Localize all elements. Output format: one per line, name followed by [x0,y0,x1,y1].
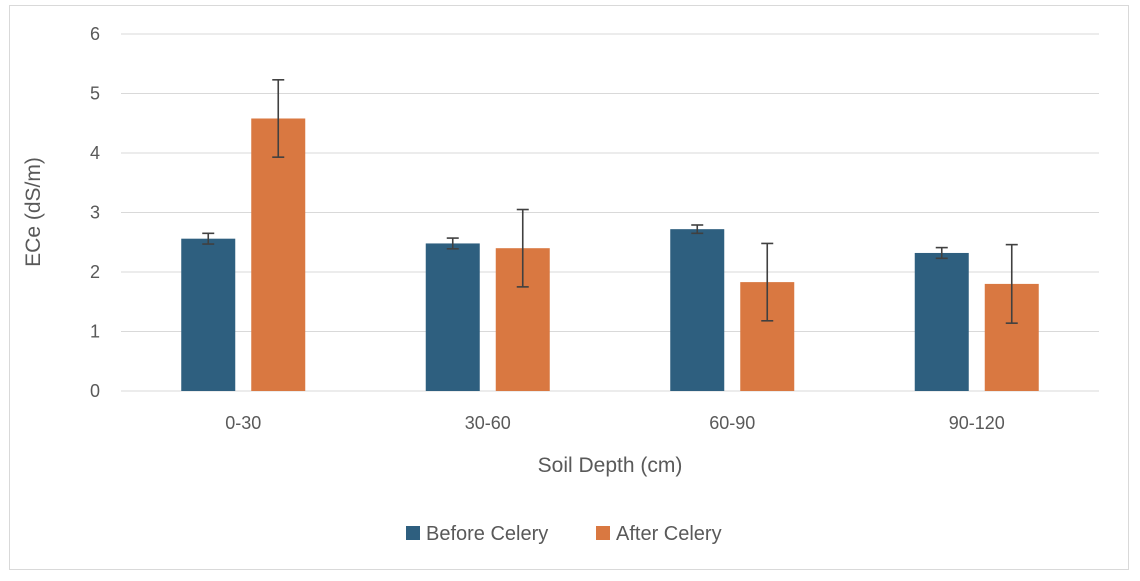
x-tick-label: 0-30 [225,413,261,433]
y-tick-label: 0 [90,381,100,401]
y-tick-label: 5 [90,84,100,104]
x-axis-ticks: 0-30 30-60 60-90 90-120 [225,413,1005,433]
bar [914,252,969,391]
y-axis-ticks: 0 1 2 3 4 5 6 [90,24,100,401]
legend-label: After Celery [616,523,722,545]
y-tick-label: 3 [90,203,100,223]
bar [181,238,236,391]
y-axis-title: ECe (dS/m) [22,157,45,267]
legend: Before Celery After Celery [406,523,722,545]
x-tick-label: 60-90 [709,413,755,433]
legend-swatch [596,526,610,540]
bar [670,229,725,391]
bar [251,118,306,392]
bar [425,243,480,391]
y-tick-label: 6 [90,24,100,44]
y-tick-label: 2 [90,262,100,282]
legend-label: Before Celery [426,523,548,545]
y-tick-label: 4 [90,143,100,163]
x-tick-label: 30-60 [465,413,511,433]
error-bars [202,79,1018,324]
legend-swatch [406,526,420,540]
y-tick-label: 1 [90,322,100,342]
bars [181,118,1039,392]
x-axis-title: Soil Depth (cm) [538,454,683,477]
x-tick-label: 90-120 [949,413,1005,433]
